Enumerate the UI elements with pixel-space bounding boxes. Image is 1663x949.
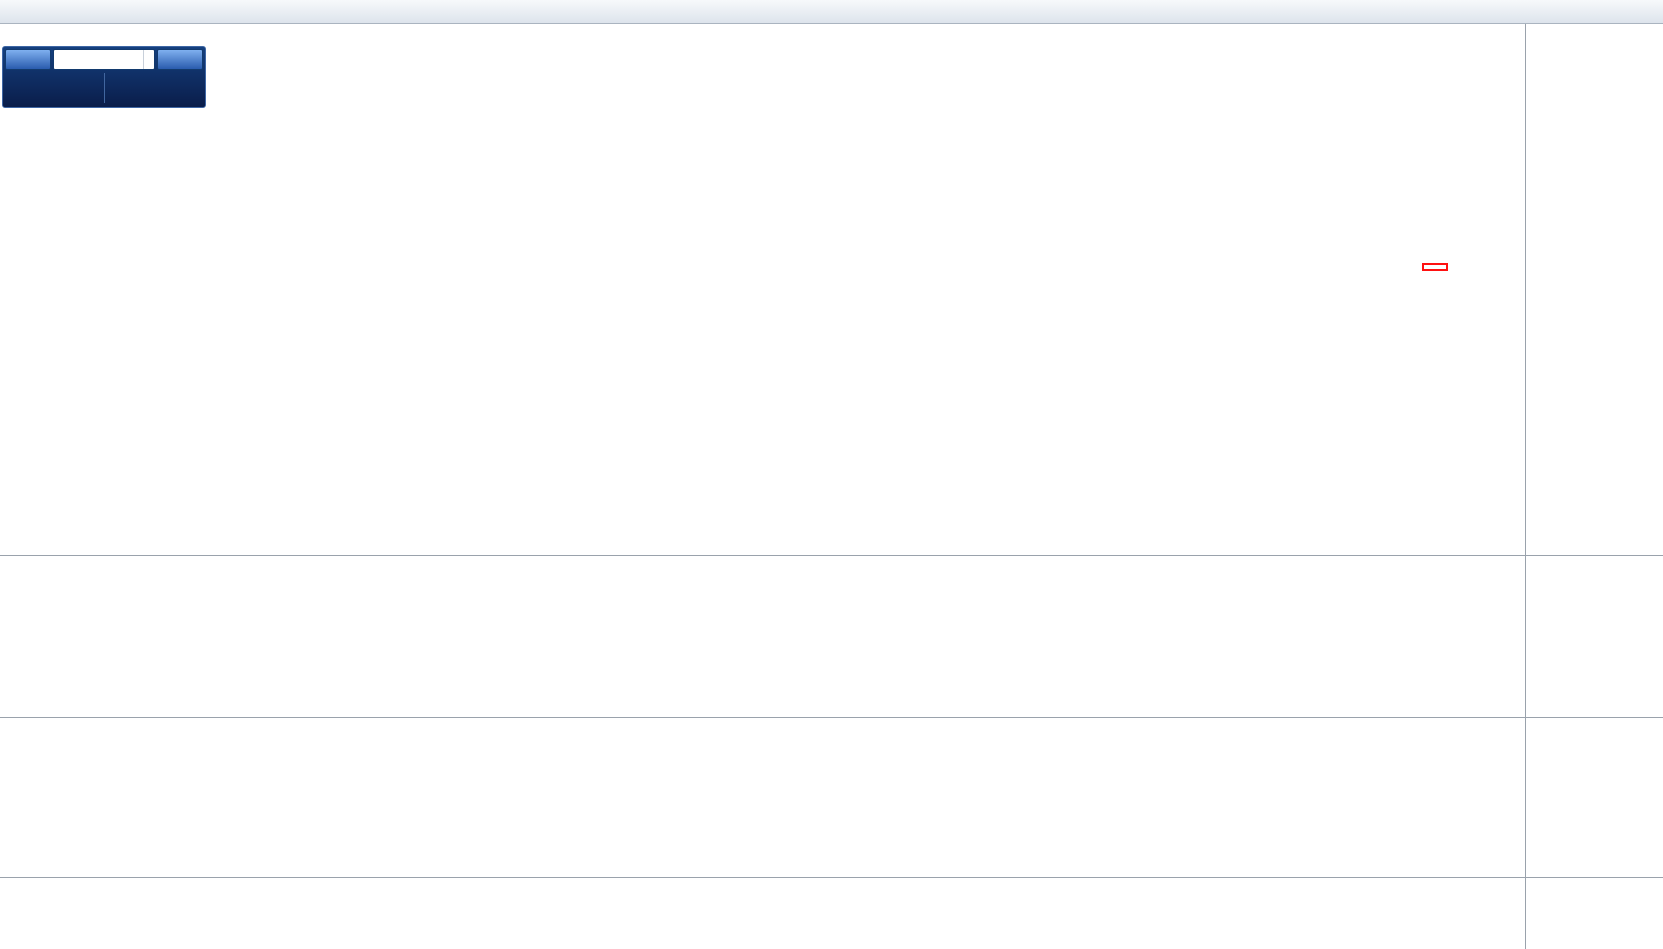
chart-area[interactable]	[0, 24, 1525, 949]
buy-button[interactable]	[157, 49, 203, 70]
volume-spinner	[143, 50, 154, 69]
volume-input[interactable]	[54, 50, 143, 69]
macd-panel-svg[interactable]	[0, 556, 1525, 718]
price-divider	[103, 73, 105, 103]
toolbar	[0, 0, 1663, 24]
price-annotation-box[interactable]	[1422, 263, 1448, 271]
sell-button[interactable]	[5, 49, 51, 70]
time-axis[interactable]	[0, 878, 1525, 949]
price-scale[interactable]	[1526, 24, 1663, 949]
scale-separator	[1525, 24, 1526, 949]
panel-splitter[interactable]	[0, 877, 1663, 878]
buy-price[interactable]	[105, 73, 204, 104]
sell-price[interactable]	[5, 73, 104, 104]
main-chart-svg[interactable]	[0, 24, 1525, 556]
volume-stepper[interactable]	[53, 49, 155, 70]
panel-splitter[interactable]	[0, 555, 1663, 556]
rsi-panel-svg[interactable]	[0, 718, 1525, 878]
panel-splitter[interactable]	[0, 717, 1663, 718]
one-click-trading-panel	[2, 46, 206, 108]
